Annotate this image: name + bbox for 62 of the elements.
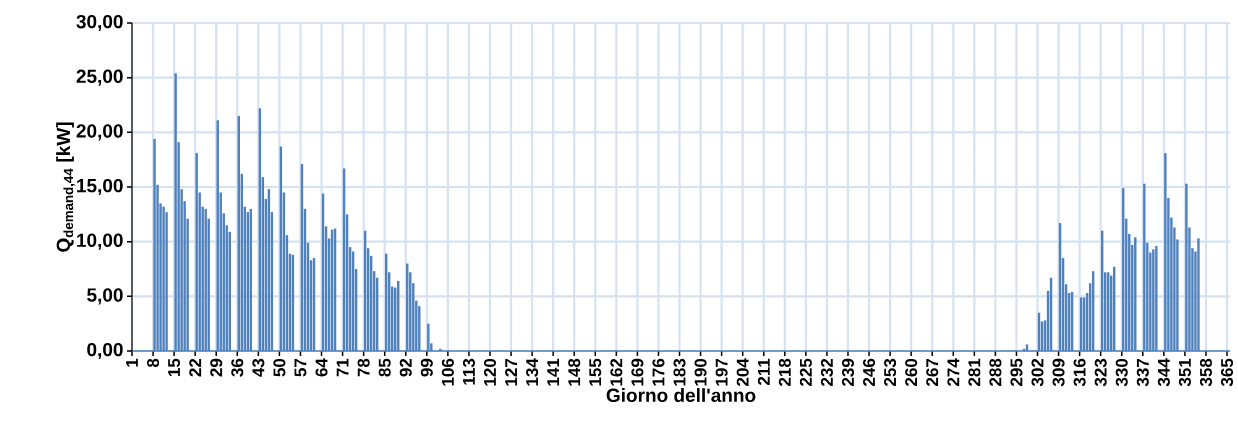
x-tick-label: 169 bbox=[631, 358, 644, 386]
x-tick-label: 309 bbox=[1052, 358, 1065, 387]
x-tick-label: 92 bbox=[399, 358, 412, 377]
y-tick-label: 0,00 bbox=[87, 342, 123, 360]
x-tick-label: 218 bbox=[778, 358, 791, 386]
y-tick-label: 5,00 bbox=[87, 288, 123, 305]
x-tick-label: 64 bbox=[315, 358, 328, 377]
x-tick-label: 351 bbox=[1178, 358, 1191, 387]
x-axis-title: Giorno dell'anno bbox=[606, 388, 756, 403]
x-tick-label: 330 bbox=[1115, 358, 1128, 387]
x-tick-label: 43 bbox=[252, 358, 265, 377]
x-tick-label: 85 bbox=[378, 358, 391, 377]
x-tick-label: 211 bbox=[757, 358, 770, 386]
x-tick-label: 337 bbox=[1136, 358, 1149, 387]
x-tick-label: 246 bbox=[863, 358, 876, 386]
x-tick-label: 71 bbox=[336, 358, 349, 377]
x-tick-label: 239 bbox=[841, 358, 855, 386]
x-tick-label: 1 bbox=[126, 358, 138, 367]
x-tick-label: 344 bbox=[1157, 358, 1170, 387]
x-tick-label: 197 bbox=[715, 358, 728, 386]
y-tick-label: 20,00 bbox=[76, 124, 123, 141]
x-tick-label: 50 bbox=[273, 358, 286, 377]
x-tick-label: 365 bbox=[1220, 358, 1234, 387]
x-tick-label: 316 bbox=[1073, 358, 1086, 387]
y-axis-title: Q$_{demand,44}$ [kW] bbox=[56, 122, 76, 252]
y-tick-label: 10,00 bbox=[77, 233, 123, 250]
x-tick-label: 162 bbox=[610, 358, 623, 386]
x-tick-label: 253 bbox=[884, 358, 897, 386]
x-tick-label: 176 bbox=[652, 358, 665, 386]
y-tick-label: 15,00 bbox=[77, 178, 123, 196]
x-tick-label: 183 bbox=[673, 358, 686, 386]
x-tick-label: 78 bbox=[357, 358, 370, 377]
x-tick-label: 120 bbox=[483, 358, 497, 386]
x-tick-label: 148 bbox=[568, 358, 581, 386]
x-tick-label: 204 bbox=[736, 358, 749, 386]
x-tick-label: 260 bbox=[905, 358, 918, 386]
x-tick-label: 36 bbox=[231, 358, 244, 377]
x-tick-label: 358 bbox=[1199, 358, 1212, 387]
y-tick-label: 30,00 bbox=[76, 14, 123, 32]
x-tick-label: 267 bbox=[926, 358, 939, 386]
x-tick-label: 288 bbox=[989, 358, 1002, 386]
x-tick-label: 232 bbox=[820, 358, 833, 386]
x-tick-label: 15 bbox=[168, 358, 181, 377]
x-tick-label: 225 bbox=[799, 358, 812, 386]
x-tick-label: 323 bbox=[1094, 358, 1107, 387]
x-tick-label: 8 bbox=[147, 358, 160, 368]
y-tick-label: 25,00 bbox=[76, 69, 123, 86]
x-tick-label: 127 bbox=[505, 358, 517, 386]
x-tick-label: 302 bbox=[1031, 358, 1044, 387]
x-tick-label: 155 bbox=[589, 358, 602, 386]
x-tick-label: 274 bbox=[947, 358, 960, 386]
x-tick-label: 134 bbox=[526, 358, 539, 386]
x-tick-label: 22 bbox=[189, 358, 202, 377]
x-tick-label: 295 bbox=[1010, 358, 1023, 386]
x-tick-label: 190 bbox=[694, 358, 707, 386]
x-tick-label: 29 bbox=[210, 358, 223, 377]
x-tick-label: 99 bbox=[420, 358, 433, 377]
x-tick-label: 113 bbox=[462, 358, 475, 385]
x-tick-label: 57 bbox=[294, 358, 307, 377]
x-tick-label: 141 bbox=[547, 358, 560, 386]
x-tick-label: 106 bbox=[441, 358, 454, 386]
x-tick-label: 281 bbox=[968, 358, 981, 386]
